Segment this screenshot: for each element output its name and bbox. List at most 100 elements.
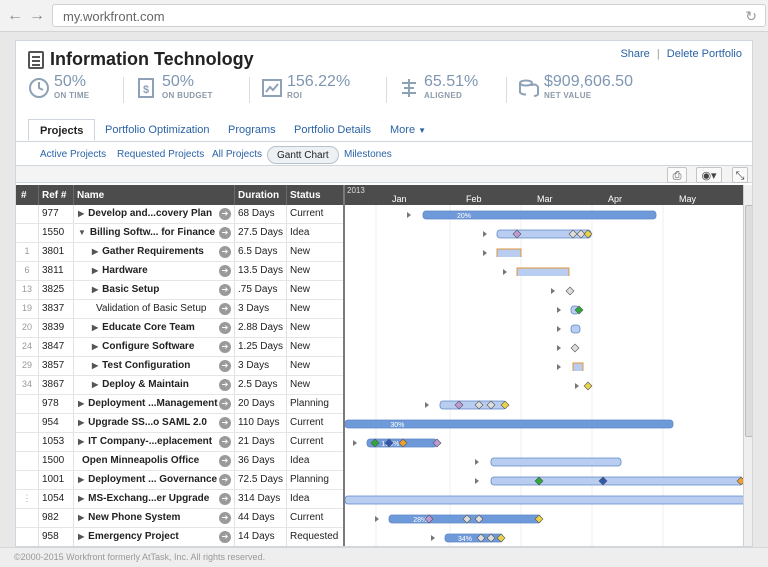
reload-icon[interactable]: ↻ [745,8,757,24]
project-name[interactable]: ▶ Develop and...covery Plan [78,208,228,219]
table-row[interactable]: 954 ▶ Upgrade SS...o SAML 2.0 ➔ 110 Days Curr… [16,414,343,433]
open-arrow-icon[interactable]: ➔ [219,398,231,410]
col-header-status[interactable]: Status [290,190,321,201]
forward-arrow-icon[interactable]: → [29,7,45,24]
table-row[interactable]: 1500 Open Minneapolis Office ➔ 36 Days Idea [16,452,343,471]
project-name[interactable]: ▶ Gather Requirements [78,246,228,257]
tab-portfolio-details[interactable]: Portfolio Details [294,124,372,136]
expand-icon[interactable]: ▶ [92,380,99,389]
open-arrow-icon[interactable]: ➔ [219,246,231,258]
open-arrow-icon[interactable]: ➔ [219,360,231,372]
table-row[interactable]: 982 ▶ New Phone System ➔ 44 Days Current [16,509,343,528]
table-row[interactable]: 978 ▶ Deployment ...Management ➔ 20 Days Plan… [16,395,343,414]
project-name[interactable]: ▶ Upgrade SS...o SAML 2.0 [78,417,228,428]
project-name[interactable]: ▶ Deployment ...Management [78,398,228,409]
print-icon[interactable]: ⎙ [667,167,687,183]
expand-icon[interactable]: ▶ [78,475,85,484]
project-name[interactable]: Open Minneapolis Office [78,455,228,466]
open-arrow-icon[interactable]: ➔ [219,322,231,334]
table-row[interactable]: 29 3857 ▶ Test Configuration ➔ 3 Days New [16,357,343,376]
col-header-ref[interactable]: Ref # [42,190,67,201]
table-row[interactable]: 34 3867 ▶ Deploy & Maintain ➔ 2.5 Days New [16,376,343,395]
open-arrow-icon[interactable]: ➔ [219,208,231,220]
open-arrow-icon[interactable]: ➔ [219,284,231,296]
open-arrow-icon[interactable]: ➔ [219,474,231,486]
project-name[interactable]: ▶ MS-Exchang...er Upgrade [78,493,228,504]
table-row[interactable]: 1 3801 ▶ Gather Requirements ➔ 6.5 Days New [16,243,343,262]
project-name[interactable]: ▼ Billing Softw... for Finance [78,227,228,238]
expand-icon[interactable]: ▶ [78,513,85,522]
table-row[interactable]: 13 3825 ▶ Basic Setup ➔ .75 Days New [16,281,343,300]
open-arrow-icon[interactable]: ➔ [219,493,231,505]
table-row[interactable]: 6 3811 ▶ Hardware ➔ 13.5 Days New [16,262,343,281]
project-name[interactable]: ▶ Configure Software [78,341,228,352]
expand-icon[interactable]: ▶ [78,418,85,427]
expand-icon[interactable]: ▶ [92,342,99,351]
status: New [290,246,311,257]
project-name[interactable]: ▶ Hardware [78,265,228,276]
project-name[interactable]: ▶ IT Company-...eplacement [78,436,228,447]
project-name[interactable]: ▶ Test Configuration [78,360,228,371]
table-row[interactable]: 1001 ▶ Deployment ... Governance ➔ 72.5 Days… [16,471,343,490]
expand-icon[interactable]: ▶ [78,209,85,218]
col-header-name[interactable]: Name [77,190,105,201]
scrollbar-thumb[interactable] [745,205,752,437]
address-bar[interactable]: my.workfront.com ↻ [52,4,766,27]
table-row[interactable]: 1550 ▼ Billing Softw... for Finance ➔ 27.5 D… [16,224,343,243]
subtab-requested-projects[interactable]: Requested Projects [117,149,205,160]
open-arrow-icon[interactable]: ➔ [219,512,231,524]
open-arrow-icon[interactable]: ➔ [219,436,231,448]
table-row[interactable]: 24 3847 ▶ Configure Software ➔ 1.25 Days New [16,338,343,357]
tab-portfolio-optimization[interactable]: Portfolio Optimization [105,124,210,136]
table-row[interactable]: 1053 ▶ IT Company-...eplacement ➔ 21 Days Cur… [16,433,343,452]
project-name[interactable]: ▶ Basic Setup [78,284,228,295]
status: Requested [290,531,339,542]
open-arrow-icon[interactable]: ➔ [219,379,231,391]
share-link[interactable]: Share [620,48,650,60]
expand-icon[interactable]: ▶ [92,323,99,332]
table-row[interactable]: 19 3837 Validation of Basic Setup ➔ 3 Days Ne… [16,300,343,319]
expand-icon[interactable]: ▶ [78,437,85,446]
col-header-num[interactable]: # [21,190,27,201]
project-name[interactable]: ▶ Educate Core Team [78,322,228,333]
project-name[interactable]: ▶ New Phone System [78,512,228,523]
subtab-gantt-chart[interactable]: Gantt Chart [267,146,339,164]
subtab-all-projects[interactable]: All Projects [212,149,263,160]
open-arrow-icon[interactable]: ➔ [219,341,231,353]
table-row[interactable]: 958 ▶ Emergency Project ➔ 14 Days Requested [16,528,343,546]
ref-number: 958 [42,531,59,542]
subtab-active-projects[interactable]: Active Projects [40,149,107,160]
open-arrow-icon[interactable]: ➔ [219,417,231,429]
collapse-icon[interactable]: ▼ [78,228,86,237]
col-header-duration[interactable]: Duration [238,190,280,201]
expand-icon[interactable]: ▶ [92,247,99,256]
table-row[interactable]: 20 3839 ▶ Educate Core Team ➔ 2.88 Days New [16,319,343,338]
project-name[interactable]: ▶ Emergency Project [78,531,228,542]
expand-icon[interactable]: ▶ [92,285,99,294]
tab-programs[interactable]: Programs [228,124,276,136]
open-arrow-icon[interactable]: ➔ [219,531,231,543]
table-row[interactable]: 977 ▶ Develop and...covery Plan ➔ 68 Days Cur… [16,205,343,224]
expand-icon[interactable]: ▶ [92,266,99,275]
pane-splitter[interactable] [343,185,345,546]
view-options-icon[interactable]: ◉▾ [696,167,722,183]
expand-icon[interactable]: ▶ [78,399,85,408]
project-name[interactable]: Validation of Basic Setup [78,303,228,314]
expand-icon[interactable]: ▶ [78,494,85,503]
subtab-milestones[interactable]: Milestones [344,149,392,160]
tab-projects[interactable]: Projects [28,119,96,141]
open-arrow-icon[interactable]: ➔ [219,303,231,315]
expand-icon[interactable]: ⤡ [732,167,748,183]
expand-icon[interactable]: ▶ [92,361,99,370]
tab-more[interactable]: More ▼ [390,119,426,141]
open-arrow-icon[interactable]: ➔ [219,227,231,239]
project-name[interactable]: ▶ Deployment ... Governance [78,474,228,485]
table-row[interactable]: ⋮ 1054 ▶ MS-Exchang...er Upgrade ➔ 314 Days Id… [16,490,343,509]
vertical-scrollbar[interactable] [743,185,752,546]
expand-icon[interactable]: ▶ [78,532,85,541]
open-arrow-icon[interactable]: ➔ [219,265,231,277]
back-arrow-icon[interactable]: ← [7,7,23,24]
project-name[interactable]: ▶ Deploy & Maintain [78,379,228,390]
open-arrow-icon[interactable]: ➔ [219,455,231,467]
delete-portfolio-link[interactable]: Delete Portfolio [666,48,742,60]
